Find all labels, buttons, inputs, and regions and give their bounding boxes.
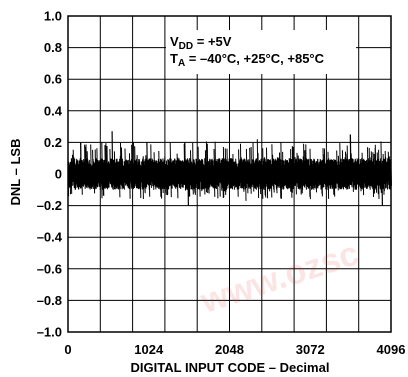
- x-tick-labels: 0 1024 2048 3072 4096: [64, 342, 405, 357]
- y-tick-label: 0.6: [44, 72, 62, 87]
- annotation-line-vdd: VDD = +5V: [170, 34, 232, 52]
- x-tick-label: 2048: [215, 342, 244, 357]
- annotation-vdd-rest: = +5V: [193, 34, 232, 49]
- annotation-vdd-sub: DD: [179, 41, 193, 52]
- y-tick-label: –0.8: [37, 293, 62, 308]
- x-tick-label: 1024: [134, 342, 164, 357]
- y-tick-label: 0.4: [44, 103, 63, 118]
- annotation-box: VDD = +5V TA = –40°C, +25°C, +85°C: [166, 30, 356, 74]
- y-axis-label: DNL – LSB: [8, 139, 23, 206]
- x-axis-label: DIGITAL INPUT CODE – Decimal: [131, 360, 330, 375]
- dnl-series-trace: [67, 131, 392, 206]
- y-tick-label: –0.2: [37, 198, 62, 213]
- annotation-ta-main: T: [170, 51, 178, 66]
- y-tick-label: 0: [55, 167, 62, 182]
- x-tick-label: 3072: [296, 342, 325, 357]
- annotation-ta-sub: A: [178, 58, 185, 69]
- y-tick-labels: 1.0 0.8 0.6 0.4 0.2 0 –0.2 –0.4 –0.6 –0.8 –1.0: [37, 9, 63, 340]
- annotation-background: [166, 30, 356, 74]
- y-tick-label: –0.4: [37, 230, 63, 245]
- annotation-vdd-main: V: [170, 34, 179, 49]
- y-tick-label: –1.0: [37, 325, 62, 340]
- annotation-line-ta: TA = –40°C, +25°C, +85°C: [170, 51, 325, 69]
- y-tick-label: 0.8: [44, 40, 62, 55]
- watermark: www.ozsc: [195, 234, 363, 321]
- y-tick-label: 1.0: [44, 9, 62, 24]
- annotation-ta-rest: = –40°C, +25°C, +85°C: [185, 51, 324, 66]
- y-tick-label: –0.6: [37, 261, 62, 276]
- x-tick-label: 0: [64, 342, 71, 357]
- series-layer: [67, 131, 392, 206]
- x-tick-label: 4096: [377, 342, 406, 357]
- y-tick-label: 0.2: [44, 135, 62, 150]
